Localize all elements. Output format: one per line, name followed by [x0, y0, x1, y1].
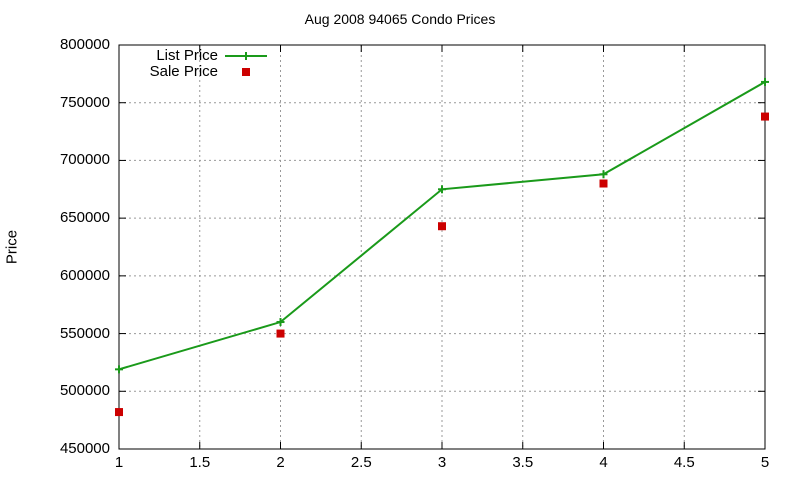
y-tick-label: 800000: [59, 36, 110, 53]
x-tick-label: 1: [114, 454, 124, 471]
sale-price-point: [599, 179, 608, 188]
y-tick-label: 550000: [59, 324, 110, 342]
list-price-point: [599, 170, 608, 179]
y-tick-label: 700000: [59, 151, 110, 169]
x-tick-label: 4.5: [673, 454, 695, 471]
x-tick-label: 2.5: [350, 454, 372, 471]
legend: [225, 52, 267, 76]
sale-price-point: [438, 222, 446, 231]
tick-marks: [118, 44, 766, 450]
x-tick-label: 1.5: [189, 454, 211, 471]
x-tick-label: 5: [760, 454, 770, 471]
y-tick-label: 500000: [59, 382, 110, 400]
y-tick-label: 650000: [59, 209, 110, 227]
x-tick-label: 3: [437, 454, 447, 471]
series-layer: [115, 77, 769, 417]
legend-marker-sale-price: [242, 68, 250, 76]
sale-price-point: [761, 112, 769, 121]
list-price-point: [276, 318, 285, 327]
grid-lines: [119, 45, 765, 449]
list-price-point: [115, 365, 123, 374]
legend-label-list-price: List Price: [156, 47, 218, 64]
sale-price-point: [115, 408, 123, 417]
x-tick-label: 3.5: [512, 454, 534, 471]
legend-marker-list-price: [242, 52, 250, 60]
y-axis-label: Price: [3, 229, 21, 265]
y-tick-label: 450000: [59, 440, 110, 457]
x-tick-label: 2: [276, 454, 285, 471]
list-price-point: [761, 77, 769, 86]
y-tick-label: 750000: [59, 93, 110, 111]
sale-price-point: [276, 329, 285, 338]
chart-title: Aug 2008 94065 Condo Prices: [304, 11, 496, 27]
legend-label-sale-price: Sale Price: [149, 63, 218, 80]
list-price-point: [438, 185, 446, 194]
y-tick-label: 600000: [59, 266, 110, 284]
x-tick-label: 4: [599, 454, 608, 471]
